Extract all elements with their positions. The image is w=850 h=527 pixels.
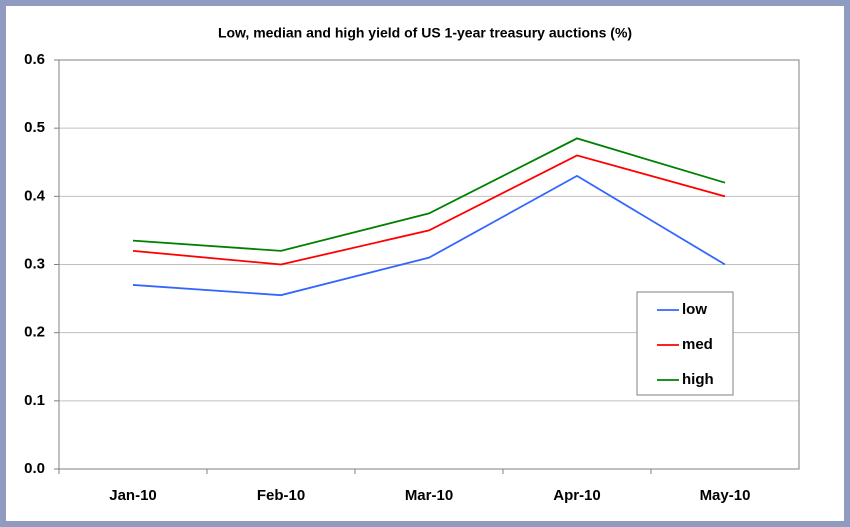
series-line <box>132 137 726 252</box>
legend-box <box>636 291 734 396</box>
legend-label: med <box>682 336 713 353</box>
plot-border <box>58 59 800 470</box>
x-tick-label: Jan-10 <box>109 487 157 504</box>
x-tick-label: Apr-10 <box>553 487 601 504</box>
y-tick-label: 0.4 <box>24 187 46 204</box>
y-tick-label: 0.1 <box>24 392 45 409</box>
series-line <box>132 154 726 266</box>
y-tick-label: 0.5 <box>24 119 45 136</box>
legend-label: high <box>682 371 714 388</box>
x-tick-label: Mar-10 <box>405 487 453 504</box>
y-tick-label: 0.2 <box>24 324 45 341</box>
y-tick-label: 0.6 <box>24 51 45 68</box>
chart-area <box>6 6 844 521</box>
y-tick-label: 0.3 <box>24 255 45 272</box>
legend-label: low <box>682 301 707 318</box>
chart-title: Low, median and high yield of US 1-year … <box>218 25 632 41</box>
x-tick-label: Feb-10 <box>257 487 305 504</box>
series-line <box>132 174 726 297</box>
y-tick-label: 0.0 <box>24 460 45 477</box>
x-tick-label: May-10 <box>700 487 751 504</box>
